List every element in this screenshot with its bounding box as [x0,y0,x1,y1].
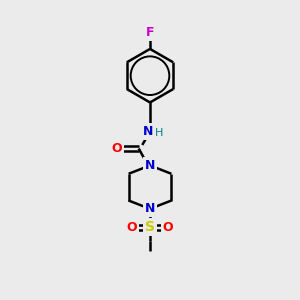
Text: N: N [143,125,154,138]
Text: N: N [145,159,155,172]
Text: S: S [145,220,155,234]
Text: F: F [146,26,154,39]
Text: O: O [111,142,122,155]
Text: H: H [155,128,164,138]
Text: N: N [145,202,155,215]
Text: O: O [163,221,173,234]
Text: O: O [127,221,137,234]
